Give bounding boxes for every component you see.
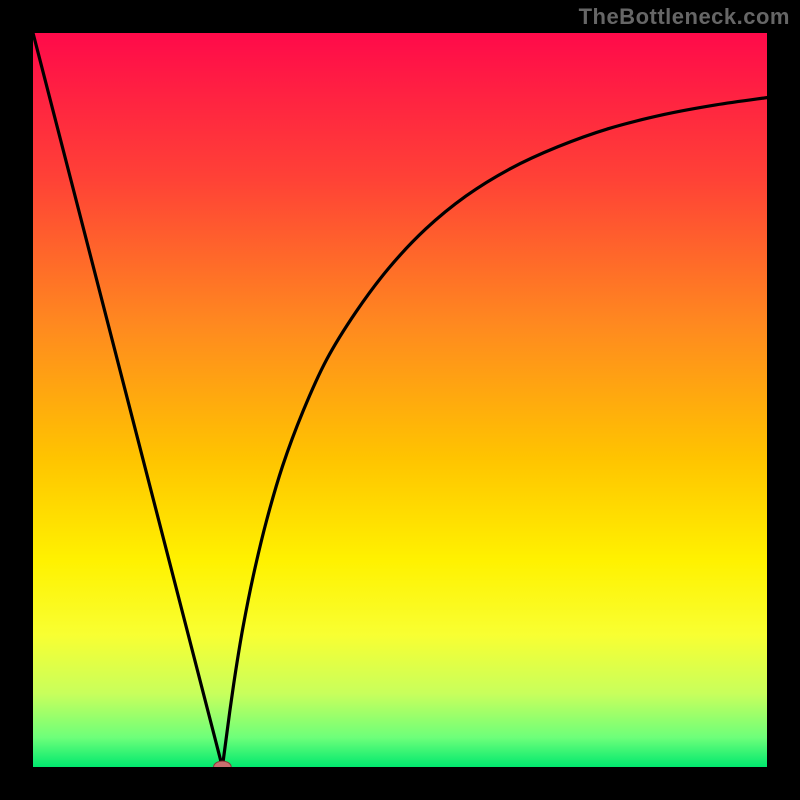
minimum-marker (214, 761, 232, 773)
plot-background (33, 33, 767, 767)
chart-frame: { "attribution": "TheBottleneck.com", "a… (0, 0, 800, 800)
bottleneck-chart (0, 0, 800, 800)
